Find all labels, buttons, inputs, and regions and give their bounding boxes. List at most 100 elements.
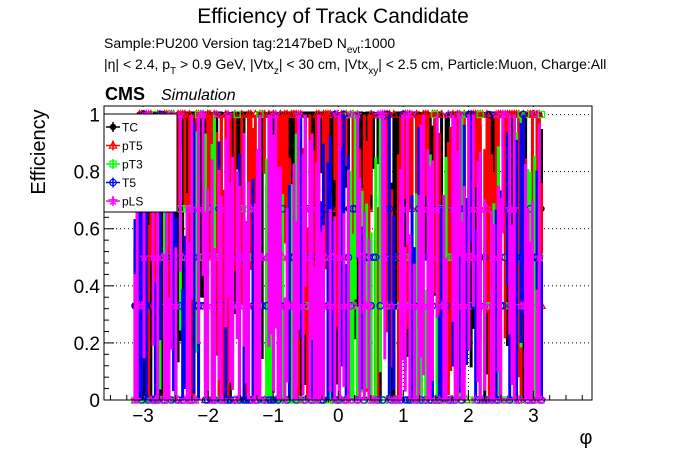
- legend-item-pLS: pLS: [106, 195, 143, 209]
- sample-info-text: Sample:PU200 Version tag:2147beD N: [104, 35, 347, 51]
- cut-particle-charge: | < 2.5 cm, Particle:Muon, Charge:All: [378, 56, 606, 72]
- data-point: [191, 394, 202, 405]
- data-point: [366, 109, 376, 118]
- data-point: [404, 300, 415, 311]
- nevt-subscript: evt: [347, 45, 361, 56]
- data-point: [338, 300, 349, 311]
- data-point: [218, 394, 229, 405]
- data-points: [129, 109, 547, 405]
- legend-label: pT5: [122, 139, 143, 153]
- data-point: [223, 109, 234, 119]
- x-tick-label: 2: [463, 406, 474, 427]
- x-tick-label: 1: [398, 406, 409, 427]
- legend: TC pT5 pT3 T5 pLS: [103, 113, 178, 213]
- data-point: [270, 109, 281, 119]
- x-tick-label: 0: [333, 406, 344, 427]
- legend-item-TC: TC: [106, 121, 138, 135]
- data-point: [407, 109, 418, 119]
- data-point: [418, 203, 429, 214]
- x-tick-label: 3: [528, 406, 539, 427]
- data-point: [509, 203, 520, 214]
- data-point: [436, 109, 447, 118]
- data-point: [205, 109, 215, 118]
- y-tick-label: 0.4: [74, 277, 101, 298]
- x-tick-label: −3: [132, 406, 154, 427]
- data-point: [363, 300, 374, 311]
- data-point: [443, 109, 454, 119]
- cut-vtxz-vtxxy: | < 30 cm, |Vtx: [279, 56, 368, 72]
- data-point: [476, 110, 484, 119]
- data-point: [513, 394, 524, 405]
- x-tick-label: −2: [197, 406, 219, 427]
- data-point: [371, 253, 380, 262]
- axes: 0 0.2 0.4 0.6 0.8 1 −3 −2 −1 0 1 2 3: [74, 105, 593, 427]
- legend-label: pT3: [122, 158, 143, 172]
- data-point: [352, 109, 363, 119]
- data-point: [537, 110, 546, 119]
- data-point: [259, 394, 270, 405]
- data-point: [163, 394, 175, 405]
- y-axis-label: Efficiency: [28, 109, 50, 194]
- data-point: [519, 110, 528, 119]
- data-point: [297, 300, 309, 311]
- data-point: [193, 203, 204, 214]
- y-tick-label: 0.8: [74, 163, 100, 184]
- y-tick-label: 0.6: [74, 220, 100, 241]
- data-point: [202, 300, 213, 311]
- legend-marker: [109, 178, 117, 187]
- y-tick-label: 1: [89, 106, 100, 127]
- data-point: [198, 109, 209, 119]
- data-point: [502, 394, 513, 405]
- data-point: [177, 251, 188, 262]
- legend-item-pT5: pT5: [106, 139, 143, 153]
- data-point: [293, 109, 304, 119]
- data-point: [325, 300, 336, 311]
- data-point: [431, 203, 443, 214]
- simulation-label: Simulation: [161, 87, 236, 104]
- selection-cuts-line: |η| < 2.4, pT > 0.9 GeV, |Vtxz| < 30 cm,…: [104, 56, 606, 77]
- data-point: [279, 394, 290, 405]
- data-point: [245, 203, 256, 214]
- cut-vtxxy-subscript: xy: [368, 66, 378, 77]
- data-point: [386, 300, 397, 311]
- legend-marker: [109, 123, 117, 131]
- data-point: [132, 394, 143, 405]
- data-point: [481, 203, 493, 214]
- data-point: [246, 109, 256, 118]
- data-point: [370, 394, 381, 405]
- legend-marker: [107, 195, 119, 206]
- data-point: [500, 109, 511, 119]
- cut-pt-subscript: T: [170, 66, 176, 77]
- data-point: [233, 110, 241, 119]
- data-point: [427, 251, 438, 262]
- legend-marker: [109, 160, 117, 168]
- sample-info-line: Sample:PU200 Version tag:2147beD Nevt:10…: [104, 35, 395, 56]
- x-tick-label: −1: [262, 406, 284, 427]
- data-point: [379, 251, 390, 262]
- nevt-value: :1000: [360, 35, 395, 51]
- series-pLS: [129, 109, 547, 405]
- data-point: [184, 109, 195, 118]
- data-point: [454, 109, 465, 119]
- legend-label: TC: [122, 121, 138, 135]
- cut-vtxz-subscript: z: [274, 66, 279, 77]
- data-point: [282, 109, 292, 118]
- data-point: [277, 251, 288, 262]
- data-point: [459, 300, 470, 311]
- data-point: [529, 109, 540, 119]
- data-point: [175, 109, 186, 119]
- data-point: [354, 394, 365, 405]
- data-point: [536, 394, 547, 405]
- data-point: [332, 109, 343, 119]
- data-point: [397, 203, 409, 214]
- y-tick-label: 0.2: [74, 334, 100, 355]
- data-point: [139, 251, 150, 262]
- data-point: [170, 300, 181, 311]
- data-point: [485, 110, 494, 119]
- legend-label: pLS: [122, 195, 143, 209]
- data-point: [243, 300, 254, 311]
- data-point: [377, 109, 388, 119]
- legend-label: T5: [122, 176, 136, 190]
- data-point: [229, 394, 240, 405]
- y-tick-label: 0: [89, 391, 100, 412]
